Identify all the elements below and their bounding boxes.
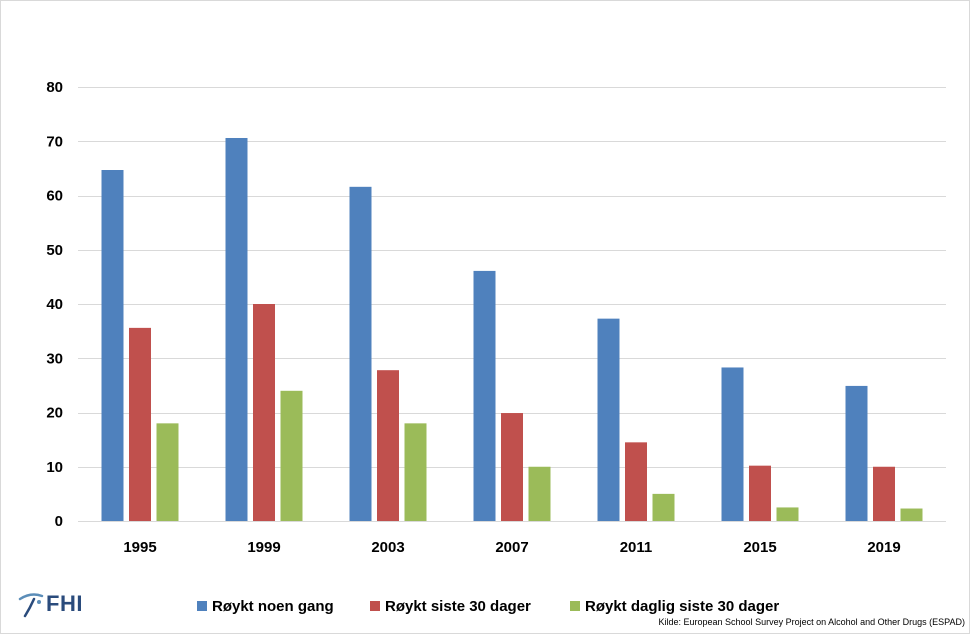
bar-2019-series-1: [845, 385, 868, 521]
fhi-logo: FHI: [18, 589, 83, 619]
bar-2015-series-1: [721, 367, 744, 521]
y-tick-label: 50: [46, 242, 63, 259]
x-tick-label: 1995: [123, 539, 156, 556]
bar-2011-series-2: [625, 442, 647, 521]
bar-1999-series-3: [280, 390, 303, 521]
x-axis-labels: 1995 1999 2003 2007 2011 2015 2019: [123, 539, 900, 556]
legend-item-series-3: Røykt daglig siste 30 dager: [570, 597, 779, 615]
legend-swatch: [197, 601, 207, 611]
bar-1999-series-2: [253, 304, 275, 521]
bar-2007-series-1: [473, 270, 496, 521]
logo-text: FHI: [46, 591, 83, 616]
y-tick-label: 80: [46, 79, 63, 96]
bar-2003-series-2: [377, 370, 399, 521]
bar-2015-series-2: [749, 465, 771, 521]
bar-2015-series-3: [776, 507, 799, 521]
source-note: Kilde: European School Survey Project on…: [658, 617, 966, 627]
gridlines: [78, 87, 946, 522]
x-tick-label: 1999: [247, 539, 280, 556]
bar-2011-series-3: [652, 493, 675, 521]
x-tick-label: 2007: [495, 539, 528, 556]
bar-1995-series-1: [101, 170, 124, 521]
bar-2011-series-1: [597, 318, 620, 521]
y-tick-label: 70: [46, 133, 63, 150]
legend-swatch: [370, 601, 380, 611]
legend-label: Røykt noen gang: [212, 597, 334, 615]
x-tick-label: 2015: [743, 539, 776, 556]
bar-2007-series-3: [528, 466, 551, 521]
legend-label: Røykt siste 30 dager: [385, 597, 531, 615]
bar-1995-series-2: [129, 327, 151, 521]
bar-1999-series-1: [225, 137, 248, 521]
fhi-swoosh-icon: [18, 593, 44, 618]
y-tick-label: 40: [46, 296, 63, 313]
legend-item-series-2: Røykt siste 30 dager: [370, 597, 531, 615]
bar-2007-series-2: [501, 413, 523, 521]
legend-label: Røykt daglig siste 30 dager: [585, 597, 780, 615]
x-tick-label: 2019: [867, 539, 900, 556]
legend-item-series-1: Røykt noen gang: [197, 597, 334, 615]
y-tick-label: 10: [46, 459, 63, 476]
bar-2003-series-1: [349, 186, 372, 521]
y-tick-label: 20: [46, 405, 63, 422]
bar-1995-series-3: [156, 423, 179, 521]
bar-2019-series-3: [900, 508, 923, 521]
x-tick-label: 2003: [371, 539, 404, 556]
bar-2019-series-2: [873, 466, 895, 521]
y-tick-label: 60: [46, 188, 63, 205]
y-axis-labels: 0 10 20 30 40 50 60 70 80: [46, 79, 63, 530]
legend-swatch: [570, 601, 580, 611]
bars: [101, 137, 923, 521]
y-tick-label: 0: [55, 513, 63, 530]
bar-2003-series-3: [404, 423, 427, 521]
x-tick-label: 2011: [620, 539, 653, 556]
y-tick-label: 30: [46, 350, 63, 367]
